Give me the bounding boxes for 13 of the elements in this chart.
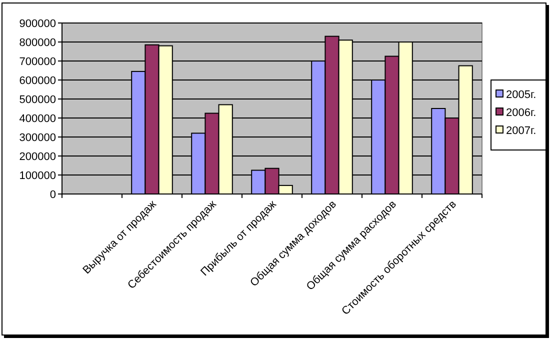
legend-label: 2007г. [506, 124, 536, 137]
y-tick-label: 300000 [19, 132, 56, 144]
y-tick-label: 100000 [19, 170, 56, 182]
legend-label: 2005г. [506, 88, 536, 101]
y-tick-label: 600000 [19, 74, 56, 87]
y-tick-label: 900000 [19, 18, 56, 30]
y-tick-label: 700000 [19, 56, 56, 68]
y-tick-label: 500000 [19, 94, 56, 106]
legend-label: 2006г. [506, 106, 536, 119]
y-tick-label: 800000 [19, 36, 56, 49]
y-tick-label: 0 [50, 188, 56, 201]
y-tick-label: 400000 [19, 112, 56, 125]
y-tick-label: 200000 [19, 150, 56, 163]
